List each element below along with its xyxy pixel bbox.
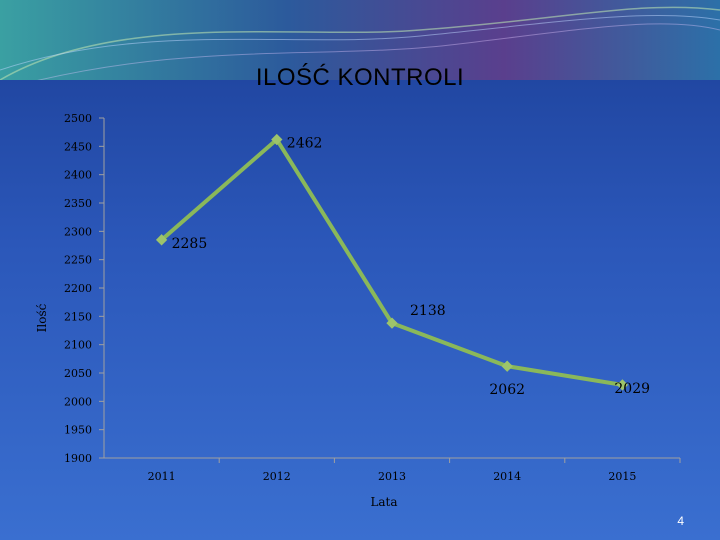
series-line	[160, 137, 623, 387]
y-tick-label: 2150	[64, 310, 92, 323]
y-tick-label: 1950	[64, 424, 92, 437]
y-tick-label: 2350	[64, 197, 92, 210]
data-point	[501, 360, 513, 372]
y-tick-label: 2200	[64, 282, 92, 295]
data-point	[155, 234, 168, 246]
y-tick-label: 2100	[64, 339, 92, 352]
x-axis-title: Lata	[370, 495, 397, 509]
header-decoration	[0, 0, 720, 80]
y-tick-label: 2000	[64, 395, 92, 408]
x-tick-label: 2014	[493, 470, 521, 483]
data-label: 2029	[614, 381, 650, 397]
y-tick-label: 2250	[64, 254, 92, 267]
data-labels: 2285 2462 2138 2062 2029	[172, 136, 650, 399]
x-axis-ticks: 2011 2012 2013 2014 2015	[148, 458, 681, 483]
series-line-group	[155, 133, 629, 391]
x-tick-label: 2015	[608, 470, 636, 483]
y-tick-label: 2500	[64, 112, 92, 125]
page-number: 4	[677, 514, 684, 528]
x-tick-label: 2011	[148, 470, 176, 483]
data-point	[271, 133, 283, 146]
y-tick-label: 2450	[64, 140, 92, 153]
y-axis-ticks: 2500 2450 2400 2350 2300 2250 2200 2150 2100 2050…	[64, 112, 104, 465]
y-tick-label: 1900	[64, 452, 92, 465]
data-label: 2285	[172, 236, 208, 252]
swoosh-decoration	[0, 6, 720, 80]
y-tick-label: 2050	[64, 367, 92, 380]
data-label: 2138	[410, 303, 446, 319]
y-tick-label: 2300	[64, 225, 92, 238]
chart-axes	[103, 118, 680, 459]
y-axis-title: Ilość	[35, 303, 49, 332]
data-point	[386, 317, 398, 329]
data-point	[616, 379, 629, 391]
data-label: 2062	[489, 382, 525, 398]
chart-title: ILOŚĆ KONTROLI	[255, 64, 465, 91]
data-label: 2462	[287, 136, 323, 152]
x-tick-label: 2012	[263, 470, 291, 483]
y-tick-label: 2400	[64, 169, 92, 182]
x-tick-label: 2013	[378, 470, 406, 483]
